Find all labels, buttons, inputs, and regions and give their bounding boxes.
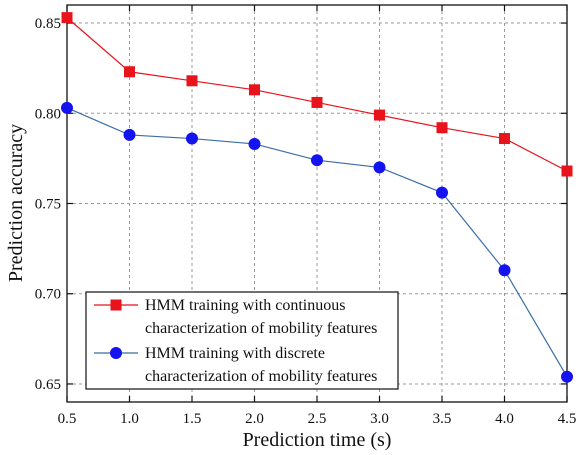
x-axis-title: Prediction time (s) (243, 429, 392, 451)
series-2-point (311, 154, 323, 167)
series-2-point (61, 101, 73, 114)
series-2-point (436, 186, 448, 199)
x-tick-label: 0.5 (58, 411, 77, 427)
series-2-point (248, 137, 261, 150)
axis-ticks (66, 5, 568, 402)
series-2-point (373, 161, 386, 174)
x-tick-label: 1.5 (183, 411, 202, 427)
x-tick-label: 4.0 (495, 411, 514, 427)
series-2-point (186, 132, 198, 145)
series-2 (61, 101, 573, 383)
grid (67, 5, 567, 402)
x-tick-label: 1.0 (120, 411, 139, 427)
series-layer (61, 12, 573, 383)
legend-series-2-label-line2: characterization of mobility features (145, 368, 377, 385)
legend-series-1-marker (110, 299, 122, 311)
series-1-point (124, 66, 135, 78)
y-tick-label: 0.85 (35, 16, 61, 32)
y-tick-labels: 0.65 0.70 0.75 0.80 0.85 (35, 16, 61, 393)
x-tick-label: 4.5 (558, 411, 577, 427)
series-1-point (374, 109, 385, 121)
series-1-point (61, 12, 73, 24)
x-tick-label: 3.0 (370, 411, 389, 427)
series-1-point (561, 165, 573, 177)
legend-box (85, 291, 399, 390)
y-tick-label: 0.70 (35, 287, 61, 303)
series-1-line (66, 17, 568, 172)
legend: HMM training with continuous characteriz… (85, 291, 399, 390)
series-2-point (498, 264, 511, 277)
series-1-point (249, 84, 260, 96)
series-2-point (123, 128, 136, 141)
x-tick-label: 2.0 (245, 411, 264, 427)
legend-series-2-marker (110, 347, 122, 359)
series-1-point (499, 133, 510, 145)
y-axis-title: Prediction accuracy (5, 124, 27, 282)
y-tick-label: 0.75 (35, 197, 61, 213)
y-tick-label: 0.80 (35, 106, 61, 122)
legend-series-2-label-line1: HMM training with discrete (145, 345, 325, 362)
x-tick-labels: 0.5 1.0 1.5 2.0 2.5 3.0 3.5 4.0 4.5 (58, 411, 577, 427)
x-tick-label: 2.5 (308, 411, 327, 427)
series-1-point (186, 75, 198, 87)
series-2-point (561, 370, 573, 383)
series-1-point (311, 96, 323, 108)
series-1 (61, 12, 573, 177)
y-tick-label: 0.65 (35, 377, 61, 393)
x-tick-label: 3.5 (433, 411, 452, 427)
series-1-point (436, 122, 448, 134)
legend-series-1-label-line1: HMM training with continuous (145, 297, 345, 314)
legend-series-1-label-line2: characterization of mobility features (145, 320, 377, 337)
